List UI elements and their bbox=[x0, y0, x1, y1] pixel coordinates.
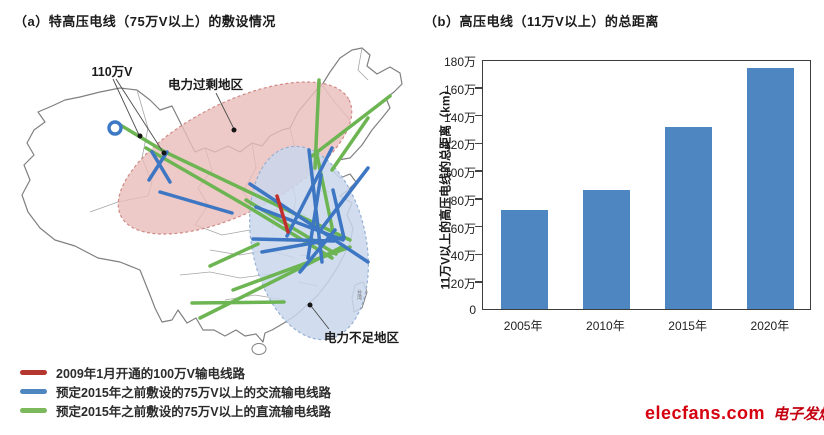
y-tick-label: 80万 bbox=[450, 193, 476, 208]
label-leader-line bbox=[215, 92, 235, 130]
y-tick-mark bbox=[475, 281, 482, 283]
watermark-tagline: 电子发烧友 bbox=[773, 406, 824, 423]
green-transmission-line bbox=[190, 300, 286, 305]
legend-label: 预定2015年之前敷设的75万V以上的直流输电线路 bbox=[56, 404, 332, 419]
green-transmission-line bbox=[231, 245, 352, 292]
panel-a-title: （a）特高压电线（75万V以上）的敷设情况 bbox=[14, 14, 276, 29]
legend-label: 2009年1月开通的100万V输电线路 bbox=[56, 366, 245, 381]
y-tick-mark bbox=[475, 225, 482, 228]
hainan-island bbox=[251, 343, 267, 355]
legend-swatch-green bbox=[20, 407, 47, 413]
y-tick-label: 20万 bbox=[450, 277, 476, 292]
blue-transmission-line bbox=[320, 166, 370, 230]
map-point-dot bbox=[161, 150, 167, 156]
bar-2005年 bbox=[500, 210, 548, 309]
watermark-logo: elecfans.com 电子发烧友 bbox=[645, 403, 824, 424]
label-leader-line bbox=[112, 78, 140, 136]
power-shortage-label: 电力不足地区 bbox=[324, 330, 400, 345]
y-tick-label: 160万 bbox=[443, 82, 476, 97]
y-tick-label: 140万 bbox=[443, 110, 476, 125]
y-tick-mark bbox=[475, 142, 482, 145]
y-tick-label: 60万 bbox=[450, 221, 476, 236]
blue-transmission-line bbox=[331, 188, 346, 240]
map-point-dot bbox=[307, 302, 313, 308]
y-tick-label: 100万 bbox=[443, 166, 476, 181]
label-leader-line bbox=[310, 305, 330, 330]
map-point-dot bbox=[137, 133, 143, 139]
power-surplus-label: 电力过剩地区 bbox=[168, 77, 244, 92]
china-map: 110万V 电力过剩地区 电力不足地区 台湾 bbox=[21, 47, 403, 355]
legend-row-100wv: 2009年1月开通的100万V输电线路 bbox=[20, 365, 331, 381]
y-tick-label: 40万 bbox=[450, 249, 476, 264]
uhv-voltage-label: 110万V bbox=[91, 65, 133, 79]
legend-swatch-red bbox=[20, 369, 47, 375]
y-tick-mark bbox=[475, 114, 482, 117]
red-transmission-line bbox=[275, 194, 290, 234]
y-axis-label: 11万V以上的高压电线的总距离（km） bbox=[438, 83, 453, 290]
panel-b-title: （b）高压电线（11万V以上）的总距离 bbox=[424, 14, 659, 29]
taiwan-label-char: 湾 bbox=[357, 295, 362, 302]
taiwan-label: 台湾 bbox=[357, 289, 362, 302]
x-tick-label: 2015年 bbox=[668, 319, 707, 333]
blue-transmission-line bbox=[254, 205, 345, 242]
y-tick-label: 180万 bbox=[443, 55, 476, 69]
y-tick-label: 0 bbox=[469, 303, 476, 317]
blue-transmission-line bbox=[147, 150, 169, 182]
green-transmission-line bbox=[310, 94, 392, 158]
legend-row-dc: 预定2015年之前敷设的75万V以上的直流输电线路 bbox=[20, 403, 332, 419]
taiwan-label-char: 台 bbox=[357, 289, 362, 296]
y-tick-label: 120万 bbox=[443, 138, 476, 153]
map-legend: 2009年1月开通的100万V输电线路 预定2015年之前敷设的75万V以上的交… bbox=[20, 365, 332, 419]
x-tick-label: 2020年 bbox=[750, 319, 790, 333]
green-transmission-line bbox=[208, 242, 260, 268]
green-transmission-line bbox=[330, 116, 370, 172]
legend-swatch-blue bbox=[20, 388, 47, 394]
blue-transmission-line bbox=[298, 228, 337, 274]
y-tick-mark bbox=[475, 198, 482, 200]
blue-transmission-line bbox=[150, 150, 172, 184]
blue-transmission-line bbox=[248, 182, 370, 264]
bar-2010年 bbox=[582, 189, 630, 309]
y-tick-mark bbox=[475, 87, 482, 89]
y-tick-mark bbox=[475, 170, 482, 172]
label-leader-line bbox=[115, 78, 164, 153]
bar-2015年 bbox=[665, 126, 713, 309]
bar-chart-plot-area bbox=[482, 60, 811, 310]
watermark-brand: elecfans.com bbox=[645, 403, 766, 423]
bar-2020年 bbox=[747, 67, 795, 309]
x-tick-label: 2005年 bbox=[503, 319, 543, 333]
x-tick-label: 2010年 bbox=[586, 319, 625, 333]
blue-transmission-line bbox=[158, 190, 234, 215]
converter-ring-marker bbox=[107, 120, 123, 136]
y-tick-mark bbox=[475, 253, 482, 256]
map-point-dot bbox=[231, 127, 237, 133]
legend-row-ac: 预定2015年之前敷设的75万V以上的交流输电线路 bbox=[20, 384, 332, 400]
legend-label: 预定2015年之前敷设的75万V以上的交流输电线路 bbox=[56, 385, 332, 400]
